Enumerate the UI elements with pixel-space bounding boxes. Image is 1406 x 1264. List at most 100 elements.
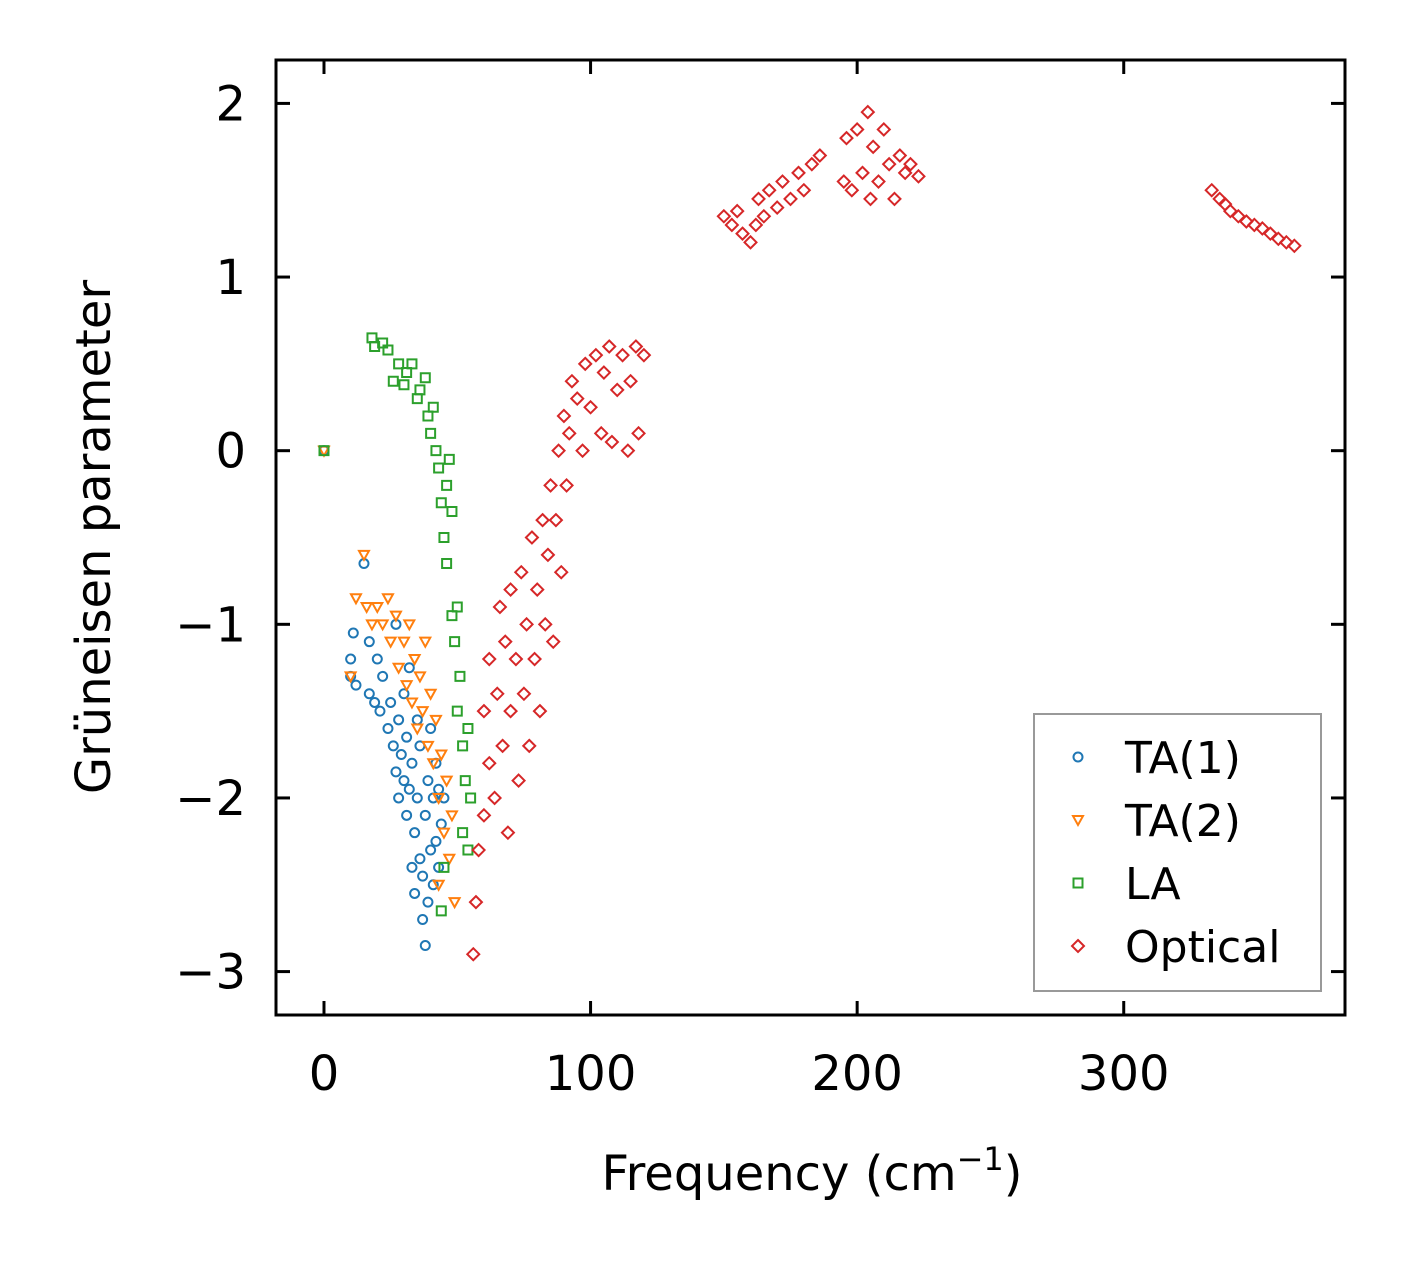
data-point (377, 337, 389, 349)
data-point (403, 662, 415, 674)
legend-label: TA(1) (1124, 733, 1241, 784)
data-point (462, 844, 474, 856)
data-point (415, 706, 430, 719)
data-point (422, 775, 434, 787)
data-point (489, 686, 505, 702)
data-point (422, 896, 434, 908)
data-point (911, 168, 926, 184)
data-point (527, 651, 543, 667)
data-point (449, 636, 461, 648)
data-point (724, 217, 740, 233)
data-point (429, 714, 443, 727)
data-point (441, 479, 453, 491)
x-tick-label: 0 (309, 1046, 340, 1102)
data-point (583, 399, 598, 415)
data-point (414, 853, 426, 865)
data-point (454, 670, 466, 682)
data-point (431, 879, 446, 892)
data-point (564, 373, 580, 389)
data-point (492, 599, 508, 615)
data-point (887, 191, 902, 207)
data-point (892, 148, 908, 163)
data-point (369, 341, 381, 352)
data-point (425, 723, 437, 734)
y-axis-ticks: 2 1 0 −1 −2 −3 (175, 76, 1345, 1001)
data-point (593, 425, 609, 441)
x-tick-label: 100 (545, 1046, 637, 1102)
data-point (345, 653, 357, 665)
data-point (804, 156, 820, 172)
data-point (435, 497, 447, 509)
data-point (363, 636, 375, 648)
data-point (465, 792, 477, 804)
data-point (431, 792, 446, 806)
data-point (871, 174, 886, 189)
data-point (628, 339, 644, 354)
data-point (430, 445, 442, 457)
data-point (398, 688, 410, 700)
data-point (430, 835, 442, 847)
data-point (529, 582, 545, 598)
data-point (418, 636, 432, 649)
data-point (855, 165, 870, 181)
data-point (387, 375, 399, 387)
data-point (403, 783, 415, 795)
data-point (865, 139, 881, 155)
data-point (839, 130, 854, 146)
legend-marker (1071, 815, 1085, 828)
data-point (863, 191, 878, 207)
y-tick-label: 0 (215, 424, 246, 480)
data-point (519, 616, 535, 632)
data-point (601, 339, 617, 354)
data-point (417, 914, 429, 925)
data-point (437, 827, 451, 840)
data-point (399, 680, 414, 693)
legend-marker (1070, 938, 1086, 954)
series-la (318, 332, 477, 917)
data-point (609, 382, 625, 398)
data-point (556, 408, 572, 424)
data-point (1262, 226, 1278, 242)
data-point (481, 755, 497, 771)
data-point (451, 601, 463, 613)
data-point (468, 894, 484, 910)
data-point (411, 792, 423, 804)
data-point (406, 358, 418, 370)
data-point (844, 182, 860, 198)
data-point (495, 738, 511, 754)
data-point (897, 165, 913, 181)
data-point (442, 853, 456, 866)
data-point (391, 662, 406, 675)
data-point (434, 749, 448, 762)
data-point (438, 532, 450, 543)
data-point (903, 156, 918, 172)
data-point (385, 696, 397, 708)
data-point (410, 723, 424, 736)
data-point (407, 654, 422, 667)
data-point (761, 182, 777, 198)
data-point (561, 425, 577, 441)
legend-label: Optical (1125, 922, 1280, 973)
data-point (438, 861, 450, 873)
data-point (393, 792, 405, 804)
data-point (397, 636, 411, 649)
y-tick-label: 2 (215, 76, 246, 132)
data-point (465, 946, 481, 962)
data-point (406, 861, 418, 873)
data-point (476, 807, 492, 823)
data-point (849, 122, 865, 137)
data-point (1204, 182, 1220, 198)
data-point (398, 775, 410, 787)
data-point (543, 477, 558, 493)
data-point (537, 616, 553, 632)
data-point (481, 651, 497, 667)
data-point (406, 757, 418, 769)
data-point (350, 679, 362, 691)
data-point (375, 619, 390, 632)
data-point (783, 191, 798, 207)
data-point (1246, 217, 1262, 233)
data-point (347, 627, 359, 639)
data-point (500, 825, 516, 841)
data-point (497, 634, 513, 650)
data-point (426, 758, 440, 771)
